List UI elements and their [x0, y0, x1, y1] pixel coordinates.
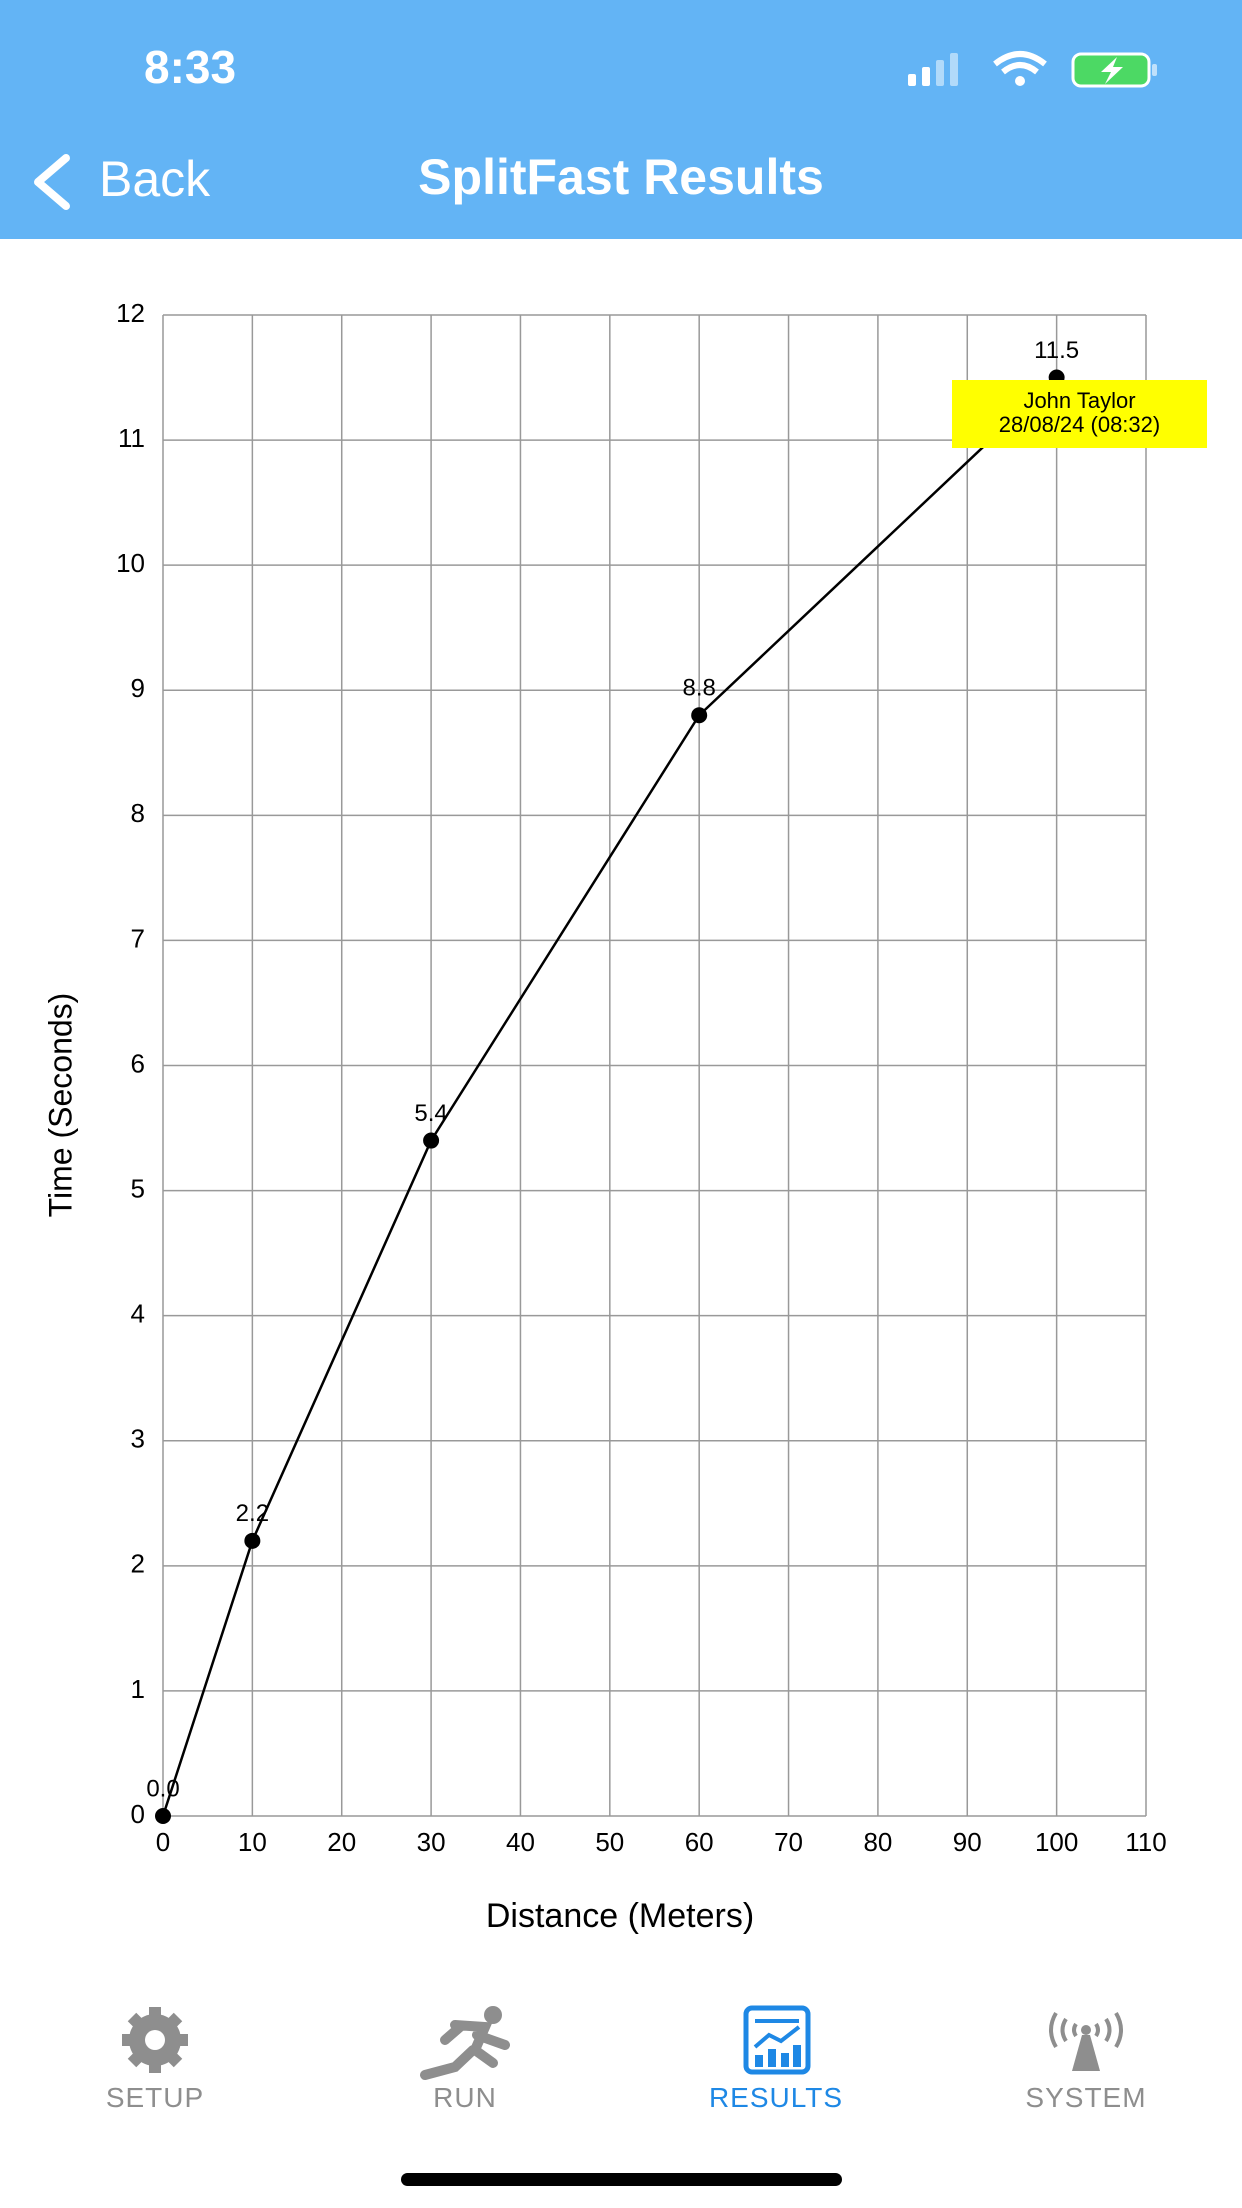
y-tick-label: 4 — [131, 1299, 145, 1329]
x-tick-label: 0 — [156, 1827, 170, 1857]
x-tick-label: 50 — [595, 1827, 624, 1857]
y-tick-label: 5 — [131, 1173, 145, 1203]
y-tick-label: 10 — [116, 548, 145, 578]
y-tick-label: 7 — [131, 923, 145, 953]
y-tick-label: 1 — [131, 1674, 145, 1704]
x-axis-title: Distance (Meters) — [486, 1897, 754, 1935]
data-label: 0.0 — [146, 1775, 179, 1802]
annotation-text: 28/08/24 (08:32) — [999, 412, 1160, 437]
data-point — [155, 1808, 171, 1824]
run-icon[interactable] — [415, 2005, 515, 2085]
data-label: 11.5 — [1034, 337, 1079, 364]
y-tick-label: 12 — [116, 298, 145, 328]
tab-results[interactable]: RESULTS — [708, 2082, 844, 2113]
data-point — [691, 707, 708, 724]
tab-setup[interactable]: SETUP — [105, 2082, 205, 2113]
data-label: 5.4 — [414, 1100, 447, 1127]
data-point — [423, 1132, 440, 1149]
x-tick-label: 30 — [417, 1827, 446, 1857]
data-point — [244, 1532, 261, 1549]
x-tick-label: 10 — [238, 1827, 267, 1857]
y-tick-label: 9 — [131, 673, 145, 703]
x-tick-label: 80 — [863, 1827, 892, 1857]
nav-header: 8:33 Back SplitFast Results — [0, 0, 1242, 239]
tab-run[interactable]: RUN — [433, 2082, 497, 2113]
setup-icon[interactable] — [115, 2005, 195, 2085]
y-tick-label: 8 — [131, 798, 145, 828]
y-tick-label: 6 — [131, 1048, 145, 1078]
x-tick-label: 40 — [506, 1827, 535, 1857]
back-chevron[interactable] — [26, 152, 76, 212]
y-tick-label: 0 — [131, 1799, 145, 1829]
status-icons — [908, 51, 1157, 88]
x-tick-label: 70 — [774, 1827, 803, 1857]
x-tick-label: 100 — [1035, 1827, 1078, 1857]
x-tick-label: 90 — [953, 1827, 982, 1857]
home-indicator — [401, 2173, 842, 2186]
x-tick-label: 60 — [685, 1827, 714, 1857]
status-time: 8:33 — [144, 41, 237, 93]
x-tick-label: 110 — [1125, 1827, 1166, 1857]
y-tick-label: 3 — [131, 1424, 145, 1454]
annotation-text: John Taylor — [1023, 388, 1135, 413]
data-label: 8.8 — [682, 675, 715, 702]
results-icon[interactable] — [743, 2005, 813, 2075]
y-axis-title: Time (Seconds) — [42, 993, 78, 1218]
data-label: 2.2 — [236, 1500, 269, 1527]
y-tick-label: 2 — [131, 1549, 145, 1579]
x-tick-label: 20 — [327, 1827, 356, 1857]
back-button[interactable]: Back — [99, 151, 211, 207]
nav-title: SplitFast Results — [418, 149, 824, 205]
system-icon[interactable] — [1046, 2005, 1126, 2075]
tab-system[interactable]: SYSTEM — [1025, 2082, 1147, 2113]
chart: Distance (Meters) Time (Seconds) 0123456… — [42, 298, 1207, 1935]
annotation-box — [952, 380, 1207, 448]
y-tick-label: 11 — [118, 423, 145, 453]
